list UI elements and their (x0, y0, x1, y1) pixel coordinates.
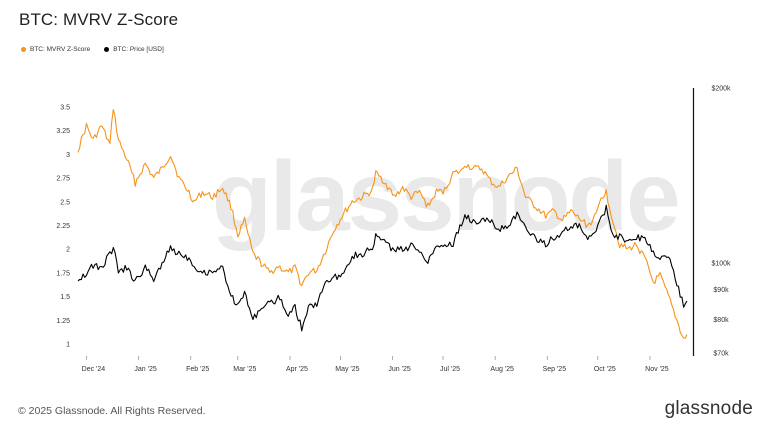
x-tick-label: Jun '25 (388, 366, 410, 373)
legend-label-price: BTC: Price [USD] (113, 46, 164, 53)
legend-item-mvrv[interactable]: BTC: MVRV Z-Score (21, 46, 90, 53)
copyright-text: © 2025 Glassnode. All Rights Reserved. (18, 405, 206, 417)
chart-title: BTC: MVRV Z-Score (19, 10, 179, 29)
y-left-tick-label: 2.25 (56, 223, 70, 230)
x-tick-label: May '25 (335, 366, 359, 373)
y-left-tick-label: 2.5 (60, 199, 70, 206)
y-left-tick-label: 2.75 (56, 176, 70, 183)
y-left-tick-label: 1.25 (56, 318, 70, 325)
y-left-tick-label: 1 (66, 342, 70, 349)
btc-price-line (77, 204, 688, 332)
legend-label-mvrv: BTC: MVRV Z-Score (30, 46, 91, 53)
legend: BTC: MVRV Z-Score BTC: Price [USD] (21, 46, 164, 53)
y-left-tick-label: 1.5 (60, 294, 70, 301)
y-left-tick-label: 1.75 (56, 270, 70, 277)
series (77, 106, 688, 340)
axes: 3.5 3.25 3 2.75 2.5 2.25 2 1.75 1.5 1.25 1 $200k $10… (56, 86, 731, 374)
y-right-tick-label: $100k (711, 260, 731, 267)
y-left-tick-label: 2 (66, 247, 70, 254)
mvrv-zscore-line (77, 109, 688, 339)
x-tick-label: Nov '25 (645, 366, 669, 373)
y-left-tick-label: 3 (66, 152, 70, 159)
x-tick-label: Mar '25 (233, 366, 256, 373)
y-left-tick-label: 3.25 (56, 128, 70, 135)
x-tick-label: Sep '25 (543, 366, 567, 373)
x-tick-label: Apr '25 (286, 366, 308, 373)
x-tick-label: Aug '25 (490, 366, 514, 373)
x-tick-label: Dec '24 (82, 366, 106, 373)
legend-dot-mvrv (21, 47, 26, 52)
y-right-tick-label: $200k (711, 86, 731, 93)
y-left-tick-label: 3.5 (60, 105, 70, 112)
legend-item-price[interactable]: BTC: Price [USD] (104, 46, 164, 53)
legend-dot-price (104, 47, 110, 52)
y-right-tick-label: $80k (713, 317, 729, 324)
x-tick-label: Oct '25 (594, 366, 616, 373)
glassnode-logo[interactable]: glassnode (664, 398, 753, 419)
x-tick-label: Jan '25 (134, 366, 156, 373)
x-tick-label: Feb '25 (186, 366, 209, 373)
x-tick-label: Jul '25 (440, 366, 460, 373)
y-right-tick-label: $70k (713, 351, 729, 358)
y-right-tick-label: $90k (713, 287, 729, 294)
